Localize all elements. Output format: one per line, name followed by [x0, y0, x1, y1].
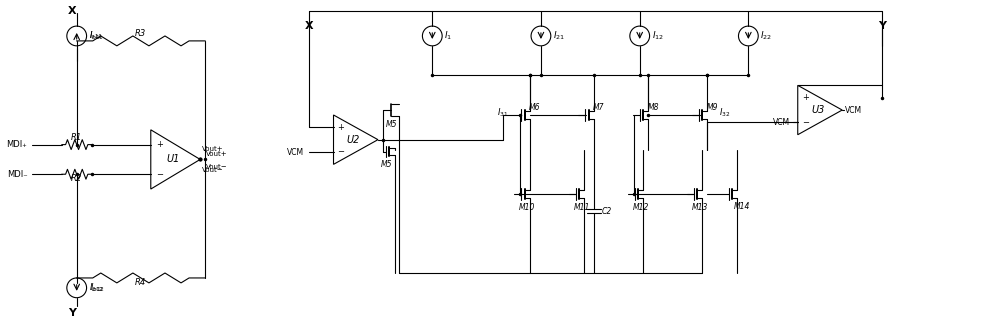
Text: M11: M11 [574, 203, 590, 212]
Text: M12: M12 [633, 203, 649, 212]
Text: $I_{b12}$: $I_{b12}$ [89, 282, 104, 294]
Text: M6: M6 [529, 103, 541, 112]
Text: Vout−: Vout− [206, 164, 228, 170]
Text: $I_{12}$: $I_{12}$ [652, 30, 664, 42]
Text: R2: R2 [71, 174, 82, 183]
Text: MDI₊: MDI₊ [7, 140, 27, 149]
Text: R1: R1 [71, 133, 82, 142]
Text: $I_{21}$: $I_{21}$ [553, 30, 565, 42]
Text: Y: Y [878, 21, 886, 31]
Text: VCM: VCM [773, 118, 790, 127]
Text: R4: R4 [135, 278, 147, 287]
Text: +: + [337, 123, 344, 132]
Text: VCM: VCM [845, 106, 862, 115]
Text: M7: M7 [593, 103, 605, 112]
Text: VCM: VCM [287, 148, 304, 156]
Text: M9: M9 [707, 103, 718, 112]
Text: U1: U1 [166, 155, 180, 164]
Text: M10: M10 [519, 203, 536, 212]
Text: Y: Y [68, 308, 76, 317]
Text: C2: C2 [602, 207, 612, 216]
Text: X: X [67, 6, 76, 16]
Text: −: − [337, 148, 344, 156]
Text: Vout+: Vout+ [202, 146, 223, 152]
Text: +: + [802, 93, 809, 102]
Text: X: X [305, 21, 313, 31]
Text: M5: M5 [381, 160, 392, 169]
Text: +: + [156, 140, 163, 149]
Text: Vout+: Vout+ [206, 151, 228, 157]
Text: U3: U3 [811, 105, 824, 115]
Text: M5: M5 [386, 120, 397, 129]
Text: U2: U2 [347, 135, 360, 145]
Text: $I_{b12}$: $I_{b12}$ [90, 282, 105, 294]
Text: $I_{32}$: $I_{32}$ [719, 107, 730, 119]
Text: Iₛ₁₁: Iₛ₁₁ [90, 31, 102, 40]
Text: R3: R3 [135, 29, 147, 38]
Text: M13: M13 [692, 203, 708, 212]
Text: $I_{31}$: $I_{31}$ [497, 107, 508, 119]
Text: −: − [156, 170, 163, 179]
Text: $I_{1}$: $I_{1}$ [444, 30, 452, 42]
Text: $I_{22}$: $I_{22}$ [760, 30, 772, 42]
Text: $I_{b11}$: $I_{b11}$ [89, 30, 104, 42]
Text: MDI₋: MDI₋ [7, 170, 27, 179]
Text: Vout−: Vout− [202, 167, 223, 173]
Text: M8: M8 [648, 103, 659, 112]
Text: M14: M14 [734, 202, 750, 211]
Text: −: − [802, 118, 809, 127]
